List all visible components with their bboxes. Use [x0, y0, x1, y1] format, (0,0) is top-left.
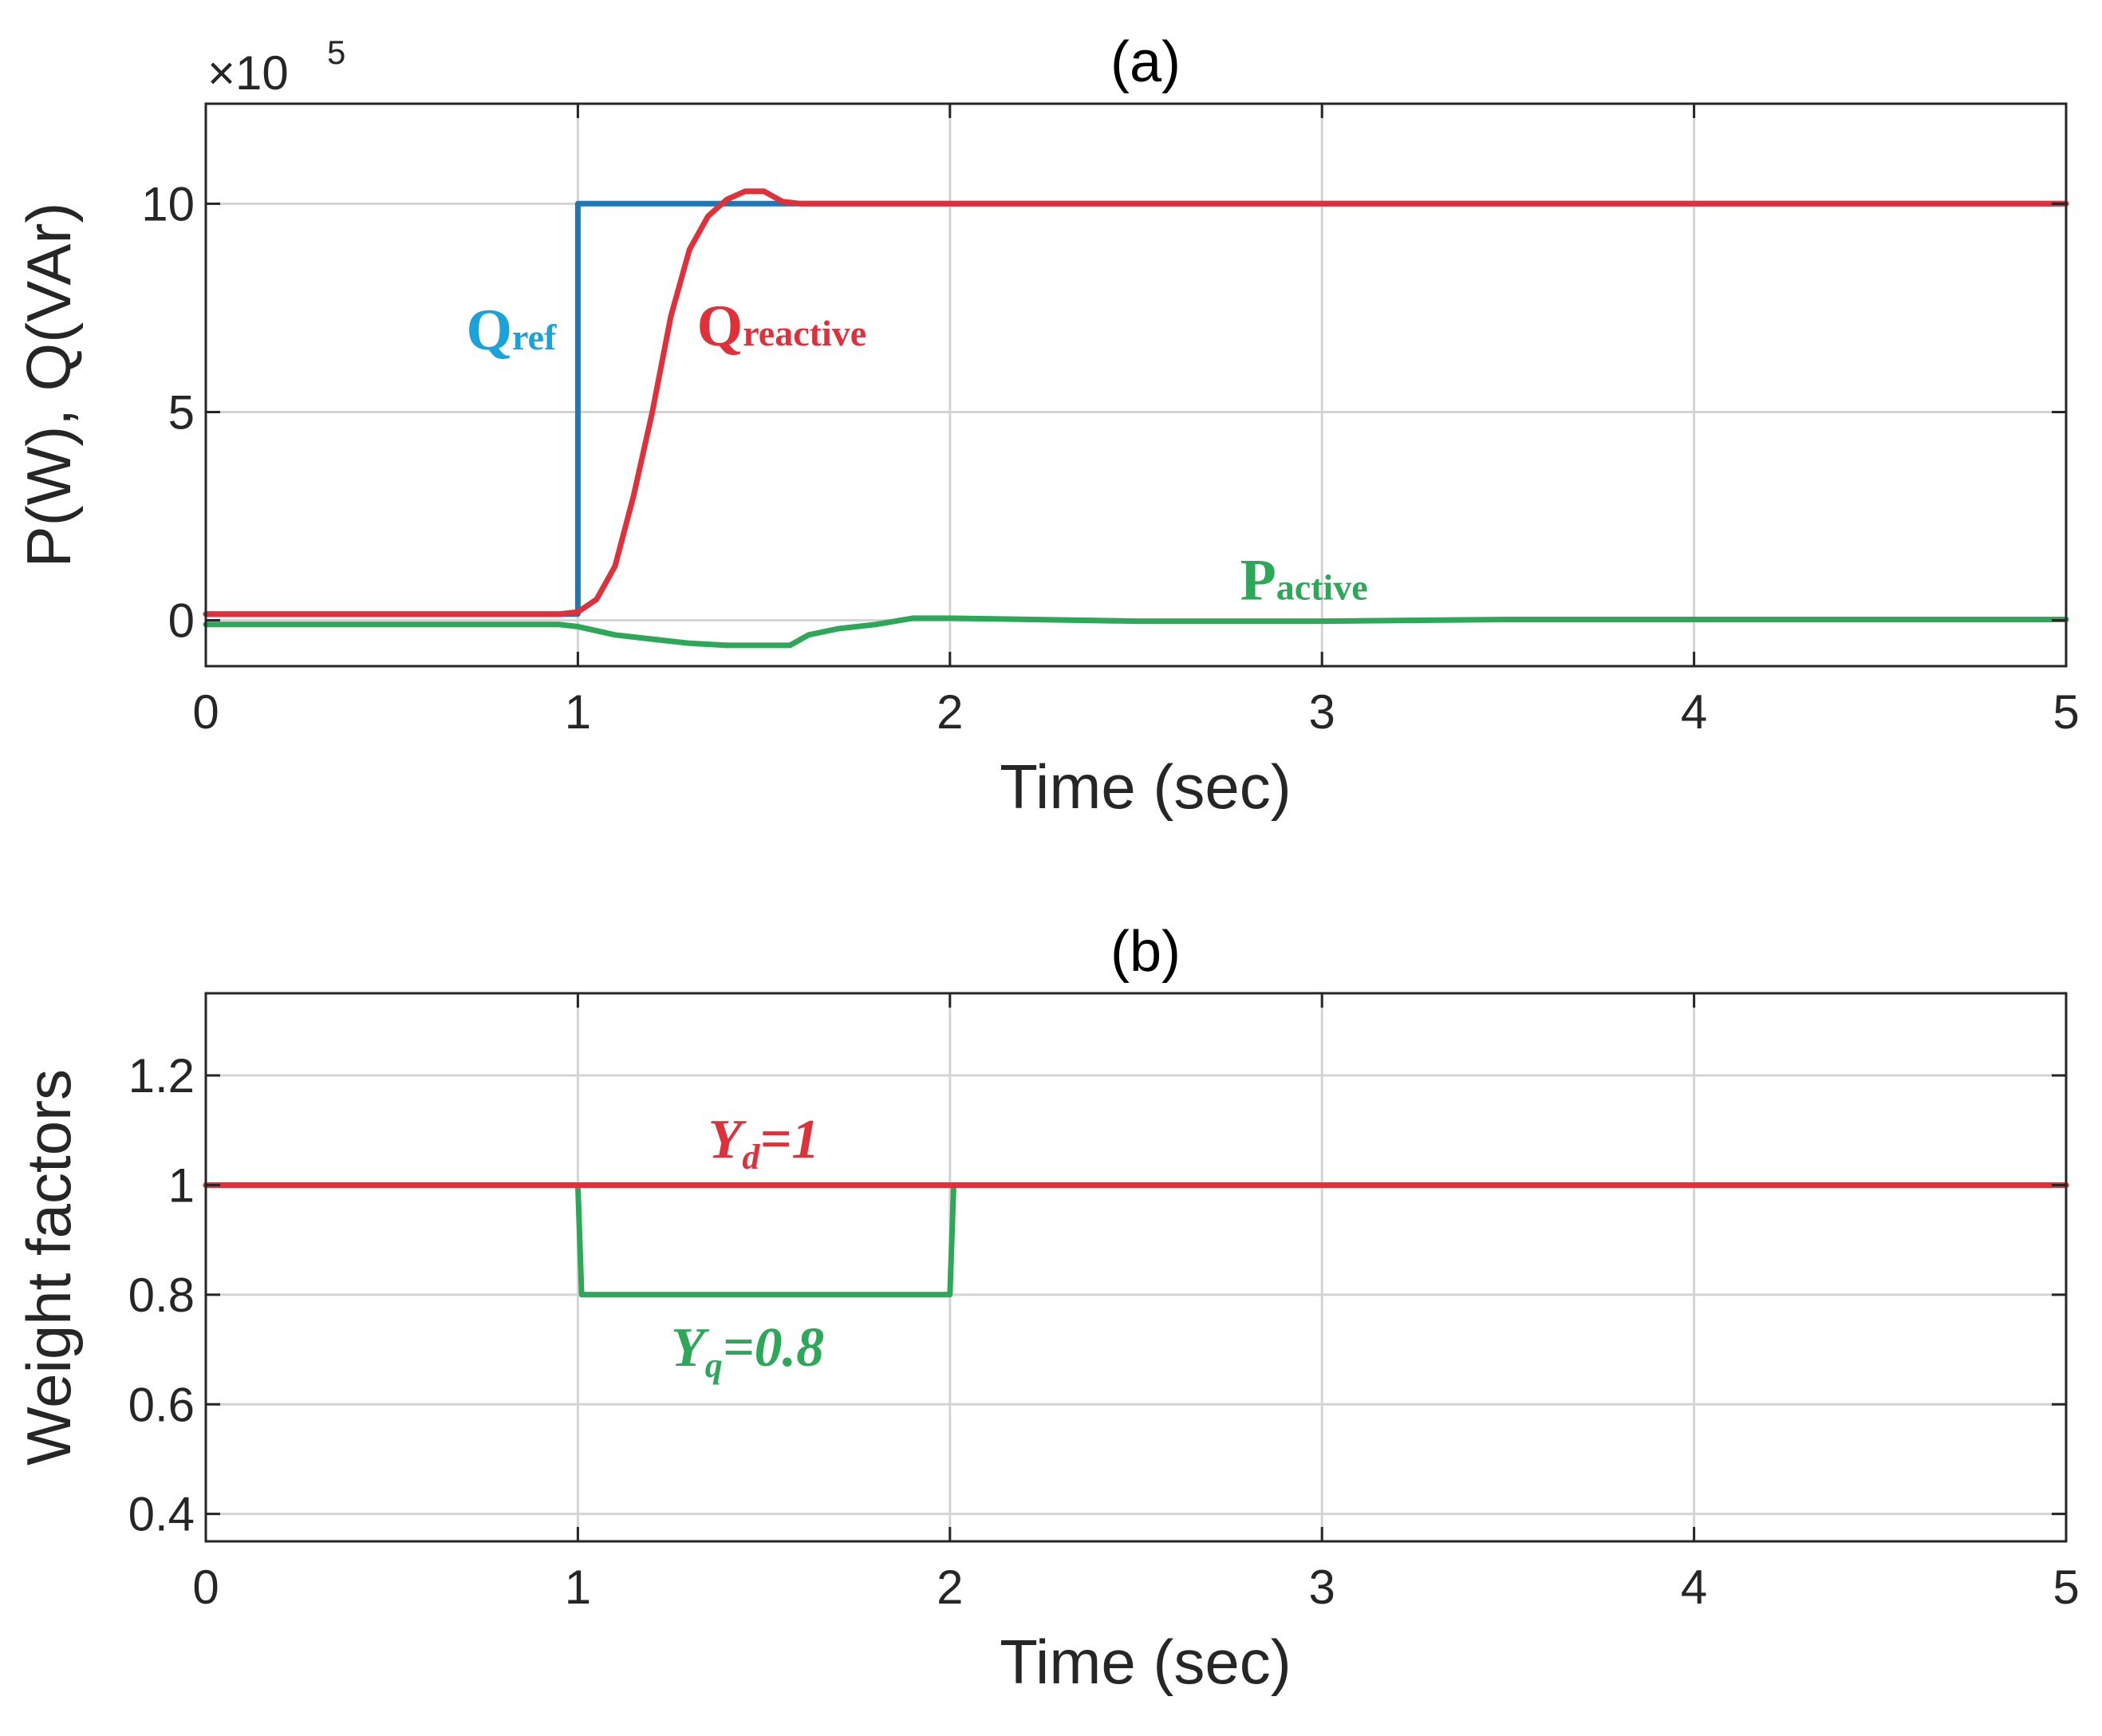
y-exponent-power: 5	[327, 34, 345, 71]
x-tick-label: 3	[1309, 1560, 1335, 1614]
y-tick-label: 0.8	[128, 1268, 195, 1322]
x-tick-label: 5	[2053, 1560, 2079, 1614]
axes-box	[204, 102, 2068, 668]
y-axis-label: P(W), Q(VAr)	[14, 203, 84, 568]
x-axis-label: Time (sec)	[1000, 1627, 1291, 1697]
panel-a: 0 1 2 3 4 5 0 5 10 (a) Time (sec) P(W), Q(VAr) ×10 5 Q…	[14, 30, 2080, 822]
chart-title: (b)	[1110, 920, 1181, 984]
panel-b: 0 1 2 3 4 5 0.4 0.6 0.8 1 1.2 (b) Time (sec) Weight f…	[14, 920, 2080, 1697]
x-axis-label: Time (sec)	[1000, 752, 1291, 822]
chart-title: (a)	[1110, 30, 1181, 94]
x-tick-label: 4	[1681, 1560, 1707, 1614]
annotation-qref: Qref	[466, 298, 557, 363]
x-tick-label: 4	[1681, 685, 1707, 739]
y-axis-label: Weight factors	[14, 1069, 84, 1466]
x-tick-label: 0	[192, 1560, 219, 1614]
axes-box	[204, 992, 2068, 1543]
y-exponent-label: ×10	[207, 46, 289, 100]
annotation-yq: Yq=0.8	[671, 1317, 824, 1385]
x-tick-label: 1	[565, 1560, 591, 1614]
x-tick-label: 3	[1309, 685, 1335, 739]
x-tick-label: 2	[937, 685, 963, 739]
series-line-pactive	[203, 615, 2069, 649]
y-tick-label: 0.4	[128, 1488, 195, 1541]
y-tick-label: 1	[168, 1158, 195, 1212]
annotation-pactive: Pactive	[1240, 547, 1368, 613]
plot-area	[206, 993, 2066, 1541]
x-tick-label: 0	[192, 685, 219, 739]
y-tick-label: 1.2	[128, 1049, 195, 1103]
y-tick-label: 0.6	[128, 1378, 195, 1431]
y-tick-label: 0	[168, 594, 195, 648]
y-tick-label: 5	[168, 385, 195, 439]
y-tick-label: 10	[141, 177, 195, 231]
series-line-qreactive	[203, 188, 2069, 617]
x-tick-label: 1	[565, 685, 591, 739]
annotation-qreactive: Qreactive	[697, 294, 866, 359]
x-tick-label: 2	[937, 1560, 963, 1614]
plot-area	[206, 104, 2066, 666]
annotation-yd: Yd=1	[708, 1109, 820, 1177]
x-tick-label: 5	[2053, 685, 2079, 739]
